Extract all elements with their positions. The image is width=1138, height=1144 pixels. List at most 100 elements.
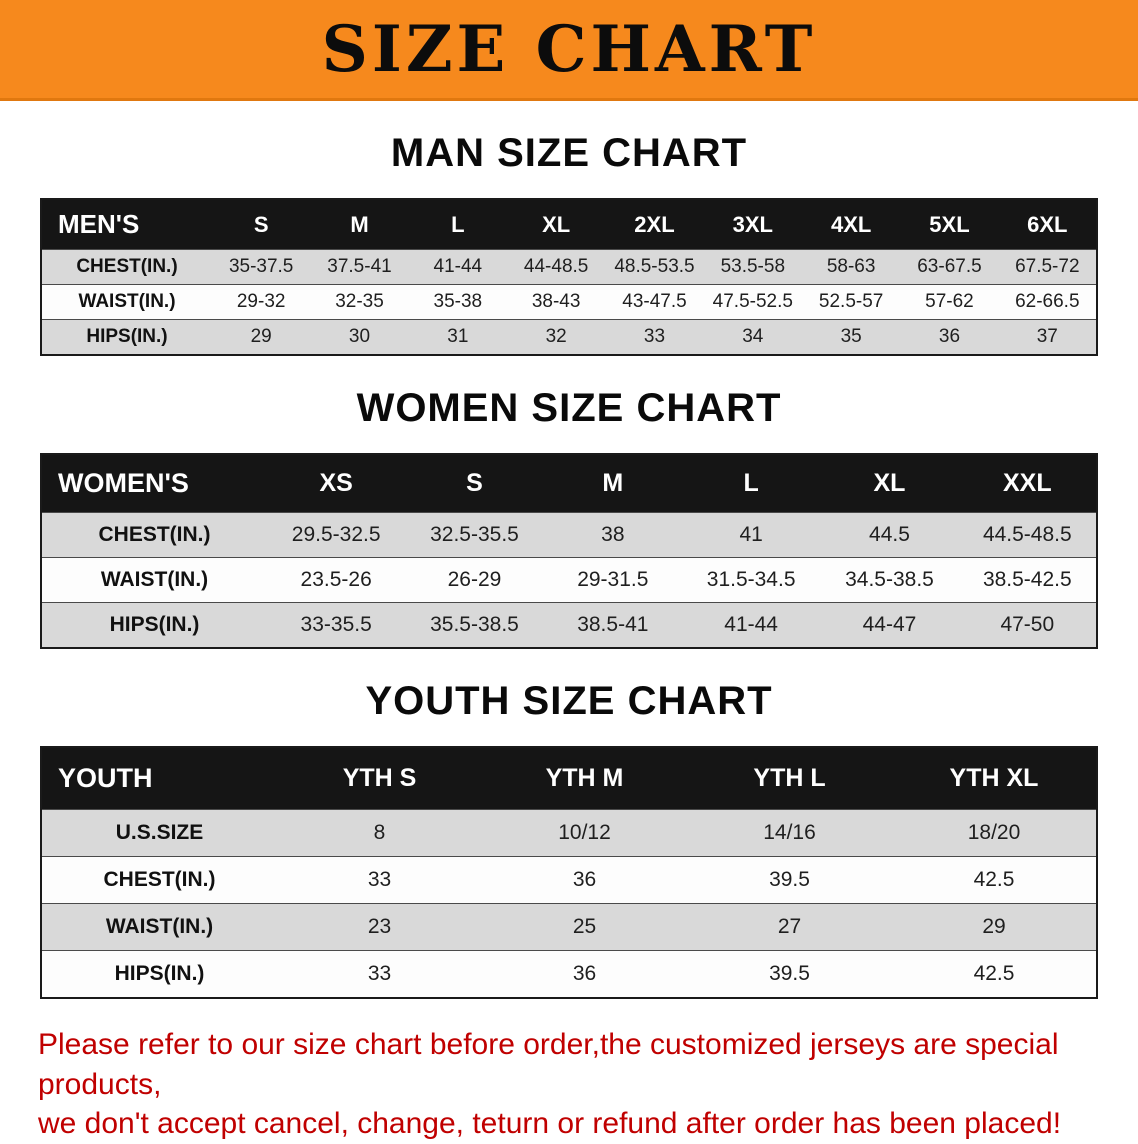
size-header-cell: 2XL <box>605 199 704 250</box>
size-header-cell: YTH L <box>687 747 892 810</box>
women-size-section: WOMEN SIZE CHART WOMEN'S XS S M L XL XXL CHEST… <box>0 386 1138 649</box>
measurement-row: HIPS(IN.) 33 36 39.5 42.5 <box>41 950 1097 998</box>
measurement-row: WAIST(IN.) 23 25 27 29 <box>41 903 1097 951</box>
page-title: SIZE CHART <box>321 11 817 87</box>
measurement-value: 10/12 <box>558 821 611 844</box>
measurement-value: 58-63 <box>826 256 876 277</box>
men-table-header-row: MEN'S S M L XL 2XL 3XL 4XL 5XL 6XL <box>41 199 1097 250</box>
measurement-value: 35 <box>840 326 862 347</box>
measurement-value: 41 <box>739 523 763 546</box>
measurement-value: 44.5 <box>869 523 910 546</box>
measurement-value: 38-43 <box>531 291 581 312</box>
measurement-value: 44.5-48.5 <box>982 523 1072 546</box>
measurement-value: 34.5-38.5 <box>845 568 934 591</box>
women-size-table: WOMEN'S XS S M L XL XXL CHEST(IN.) 29.5-32.5 32.… <box>40 453 1098 649</box>
measurement-label: WAIST(IN.) <box>105 915 214 938</box>
measurement-value: 42.5 <box>973 962 1015 985</box>
measurement-value: 30 <box>348 326 371 347</box>
measurement-value: 27 <box>777 915 802 938</box>
measurement-value: 29-32 <box>236 291 286 312</box>
size-header-cell: 4XL <box>801 199 901 250</box>
disclaimer-line-1: Please refer to our size chart before or… <box>38 1028 1059 1101</box>
table-title-cell: WOMEN'S <box>41 454 267 513</box>
measurement-value: 25 <box>572 915 597 938</box>
measurement-label: HIPS(IN.) <box>86 326 168 347</box>
measurement-value: 57-62 <box>925 291 974 312</box>
measurement-label: WAIST(IN.) <box>78 291 176 312</box>
women-table-header-row: WOMEN'S XS S M L XL XXL <box>41 454 1097 513</box>
measurement-label: CHEST(IN.) <box>103 868 216 891</box>
measurement-value: 32.5-35.5 <box>430 523 519 546</box>
measurement-value: 48.5-53.5 <box>614 256 695 277</box>
men-size-table: MEN'S S M L XL 2XL 3XL 4XL 5XL 6XL CHEST(IN.) 35-3… <box>40 198 1098 356</box>
measurement-label: U.S.SIZE <box>115 821 204 844</box>
measurement-value: 38.5-41 <box>577 613 649 636</box>
youth-size-section: YOUTH SIZE CHART YOUTH YTH S YTH M YTH L YTH… <box>0 679 1138 999</box>
measurement-value: 35.5-38.5 <box>430 613 519 636</box>
measurement-value: 34 <box>742 326 764 347</box>
size-header-cell: XL <box>506 199 606 250</box>
disclaimer-note: Please refer to our size chart before or… <box>38 1025 1100 1144</box>
measurement-value: 41-44 <box>433 256 483 277</box>
measurement-value: 44-48.5 <box>523 256 589 277</box>
measurement-label: HIPS(IN.) <box>109 613 200 636</box>
measurement-value: 29 <box>982 915 1006 938</box>
measurement-value: 62-66.5 <box>1015 291 1080 312</box>
measurement-value: 31.5-34.5 <box>706 568 796 591</box>
measurement-label: HIPS(IN.) <box>114 962 205 985</box>
measurement-value: 44-47 <box>862 613 917 636</box>
measurement-row: CHEST(IN.) 33 36 39.5 42.5 <box>41 856 1097 904</box>
measurement-value: 38.5-42.5 <box>982 568 1072 591</box>
measurement-value: 36 <box>572 962 597 985</box>
measurement-label: WAIST(IN.) <box>100 568 209 591</box>
size-header-cell: YTH S <box>277 747 482 810</box>
size-header-cell: XXL <box>958 454 1097 513</box>
youth-section-heading: YOUTH SIZE CHART <box>365 679 773 723</box>
measurement-row: WAIST(IN.) 23.5-26 26-29 29-31.5 31.5-34.5 34… <box>41 557 1097 603</box>
measurement-value: 8 <box>373 821 386 844</box>
measurement-value: 33 <box>367 868 392 891</box>
banner: SIZE CHART <box>0 0 1138 101</box>
size-header-cell: 6XL <box>998 199 1097 250</box>
measurement-row: HIPS(IN.) 29 30 31 32 33 34 35 36 37 <box>41 319 1097 355</box>
men-size-section: MAN SIZE CHART MEN'S S M L XL 2XL 3XL 4XL 5XL 6XL… <box>0 131 1138 356</box>
measurement-row: WAIST(IN.) 29-32 32-35 35-38 38-43 43-47.5 47.… <box>41 284 1097 320</box>
measurement-value: 63-67.5 <box>917 256 982 277</box>
measurement-value: 36 <box>572 868 597 891</box>
measurement-value: 29.5-32.5 <box>291 523 381 546</box>
measurement-value: 23 <box>367 915 392 938</box>
measurement-value: 37.5-41 <box>327 256 392 277</box>
size-header-cell: XL <box>820 454 959 513</box>
size-header-cell: S <box>405 454 544 513</box>
size-header-cell: YTH M <box>482 747 687 810</box>
measurement-value: 23.5-26 <box>300 568 372 591</box>
measurement-value: 26-29 <box>447 568 502 591</box>
table-title-cell: YOUTH <box>41 747 277 810</box>
size-header-cell: M <box>543 454 682 513</box>
youth-size-table: YOUTH YTH S YTH M YTH L YTH XL U.S.SIZE 8 10/1… <box>40 746 1098 999</box>
measurement-value: 39.5 <box>769 962 810 985</box>
measurement-row: CHEST(IN.) 29.5-32.5 32.5-35.5 38 41 44.5 44.5… <box>41 512 1097 558</box>
measurement-value: 67.5-72 <box>1015 256 1080 277</box>
measurement-value: 42.5 <box>973 868 1015 891</box>
table-title-cell: MEN'S <box>41 199 212 250</box>
measurement-value: 38 <box>601 523 625 546</box>
measurement-row: HIPS(IN.) 33-35.5 35.5-38.5 38.5-41 41-44 44-… <box>41 602 1097 648</box>
measurement-value: 14/16 <box>763 821 816 844</box>
size-header-cell: 3XL <box>703 199 802 250</box>
size-header-cell: M <box>310 199 409 250</box>
measurement-value: 41-44 <box>724 613 778 636</box>
measurement-row: CHEST(IN.) 35-37.5 37.5-41 41-44 44-48.5 48.5… <box>41 249 1097 285</box>
measurement-value: 33-35.5 <box>300 613 372 636</box>
measurement-label: CHEST(IN.) <box>76 256 178 277</box>
measurement-value: 47.5-52.5 <box>712 291 793 312</box>
size-header-cell: L <box>681 454 821 513</box>
size-header-cell: L <box>408 199 507 250</box>
measurement-value: 43-47.5 <box>622 291 687 312</box>
measurement-value: 31 <box>447 326 469 347</box>
youth-table-header-row: YOUTH YTH S YTH M YTH L YTH XL <box>41 747 1097 810</box>
measurement-value: 36 <box>938 326 961 347</box>
measurement-value: 39.5 <box>769 868 810 891</box>
women-section-heading: WOMEN SIZE CHART <box>356 386 782 430</box>
measurement-value: 53.5-58 <box>720 256 786 277</box>
